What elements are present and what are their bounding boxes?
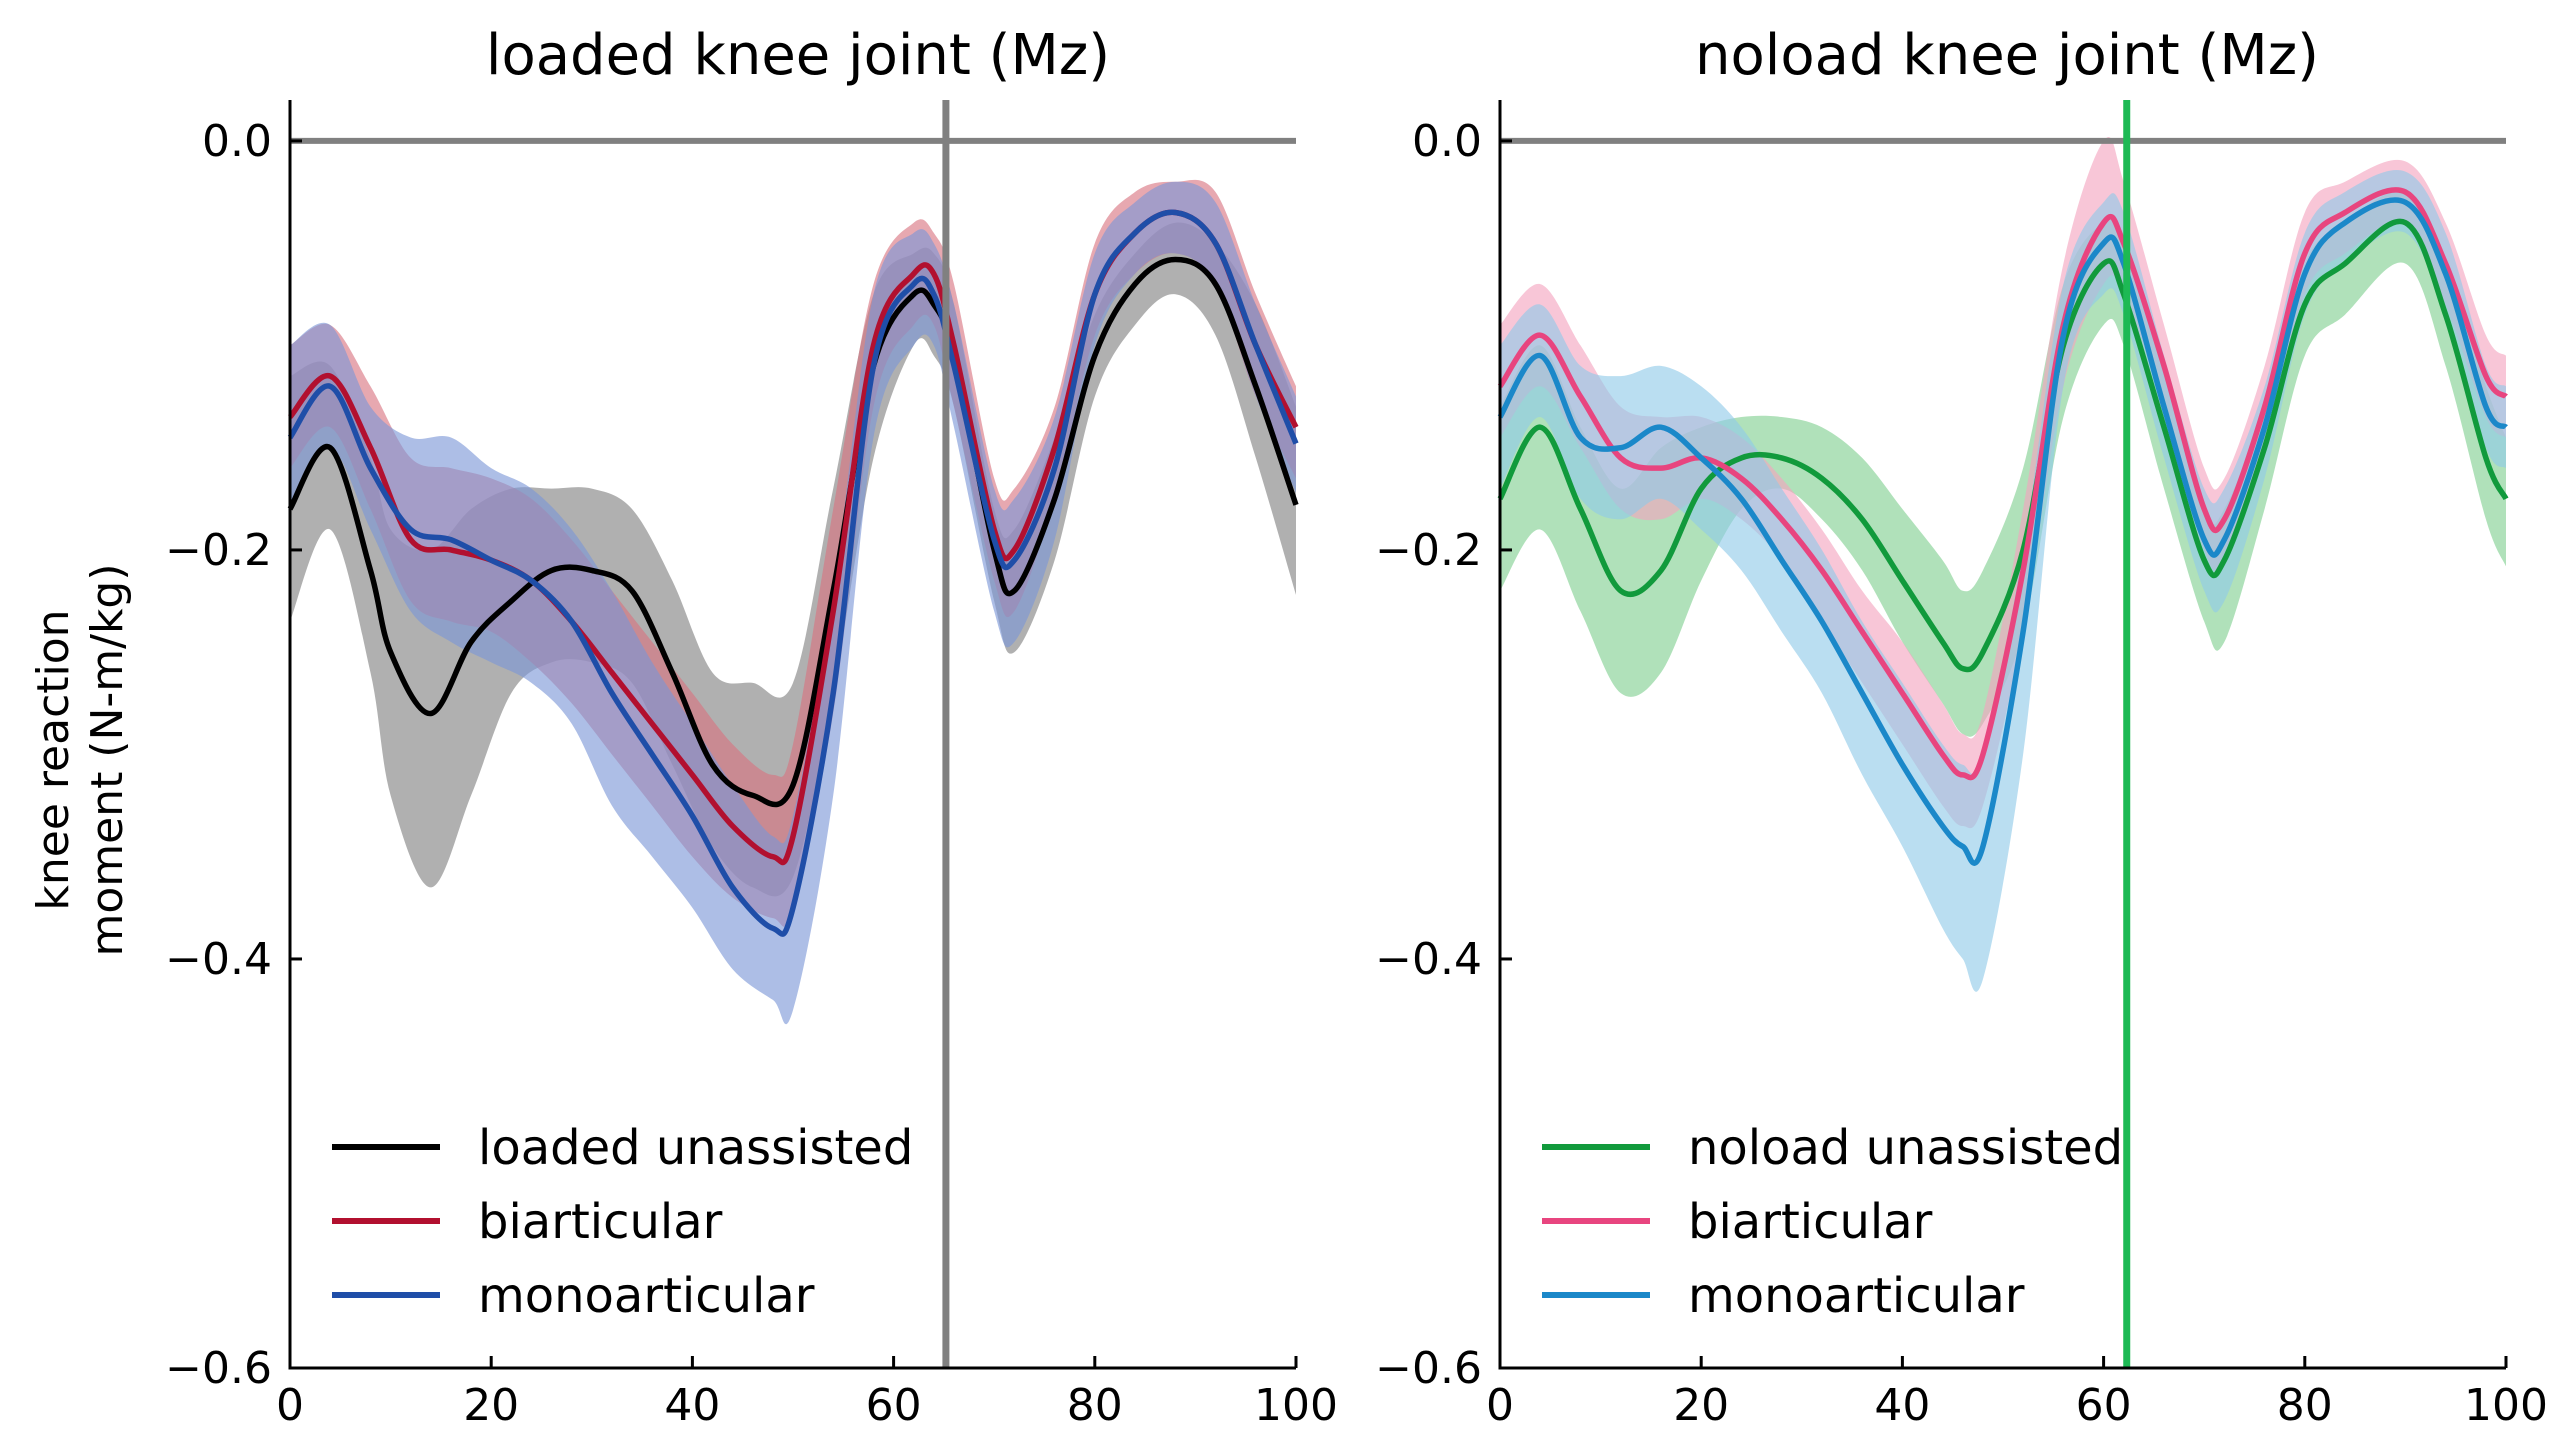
y-tick-label: −0.4 <box>1375 934 1482 985</box>
legend-label: biarticular <box>1688 1194 1933 1250</box>
x-tick-label: 100 <box>1254 1380 1338 1431</box>
legend-label: monoarticular <box>1688 1268 2025 1324</box>
y-axis-label-line-2: moment (N-m/kg) <box>82 563 133 956</box>
y-tick-label: −0.2 <box>165 525 272 576</box>
legend-label: noload unassisted <box>1688 1120 2123 1176</box>
x-tick-label: 80 <box>1067 1380 1123 1431</box>
legend-label: monoarticular <box>478 1268 815 1324</box>
chart-title: loaded knee joint (Mz) <box>486 23 1110 88</box>
x-tick-label: 40 <box>1874 1380 1930 1431</box>
y-tick-label: −0.4 <box>165 934 272 985</box>
panel-noload: noload knee joint (Mz) 0 20 40 60 80 100 0.0 −0… <box>1375 23 2548 1431</box>
y-tick-label: −0.6 <box>1375 1343 1482 1394</box>
chart-title: noload knee joint (Mz) <box>1695 23 2319 88</box>
legend-label: biarticular <box>478 1194 723 1250</box>
legend-label: loaded unassisted <box>478 1120 913 1176</box>
y-axis-label-line-1: knee reaction <box>28 609 79 910</box>
x-tick-label: 20 <box>463 1380 519 1431</box>
plot-area <box>287 100 1299 1368</box>
x-tick-label: 0 <box>1486 1380 1514 1431</box>
line-monoarticular <box>287 209 1299 937</box>
band-monoarticular <box>290 181 1296 1025</box>
x-tick-label: 20 <box>1673 1380 1729 1431</box>
line-loaded-unassisted <box>287 256 1299 808</box>
x-tick-label: 100 <box>2464 1380 2548 1431</box>
band-monoarticular <box>1500 170 2506 992</box>
panel-loaded: loaded knee joint (Mz) knee reaction mom… <box>28 23 1338 1431</box>
y-tick-label: 0.0 <box>202 116 272 167</box>
x-tick-label: 0 <box>276 1380 304 1431</box>
y-tick-label: −0.2 <box>1375 525 1482 576</box>
axes: 0 20 40 60 80 100 0.0 −0.2 −0.4 −0.6 <box>1375 100 2548 1431</box>
legend: loaded unassisted biarticular monoarticula… <box>332 1120 913 1324</box>
line-monoarticular <box>1497 197 2508 866</box>
legend: noload unassisted biarticular monoarticula… <box>1542 1120 2123 1324</box>
x-tick-label: 80 <box>2277 1380 2333 1431</box>
y-tick-label: 0.0 <box>1412 116 1482 167</box>
x-tick-label: 60 <box>2076 1380 2132 1431</box>
x-tick-label: 60 <box>866 1380 922 1431</box>
plot-area <box>1497 100 2509 1368</box>
x-tick-label: 40 <box>664 1380 720 1431</box>
axes: 0 20 40 60 80 100 0.0 −0.2 −0.4 −0.6 <box>165 100 1338 1431</box>
y-tick-label: −0.6 <box>165 1343 272 1394</box>
